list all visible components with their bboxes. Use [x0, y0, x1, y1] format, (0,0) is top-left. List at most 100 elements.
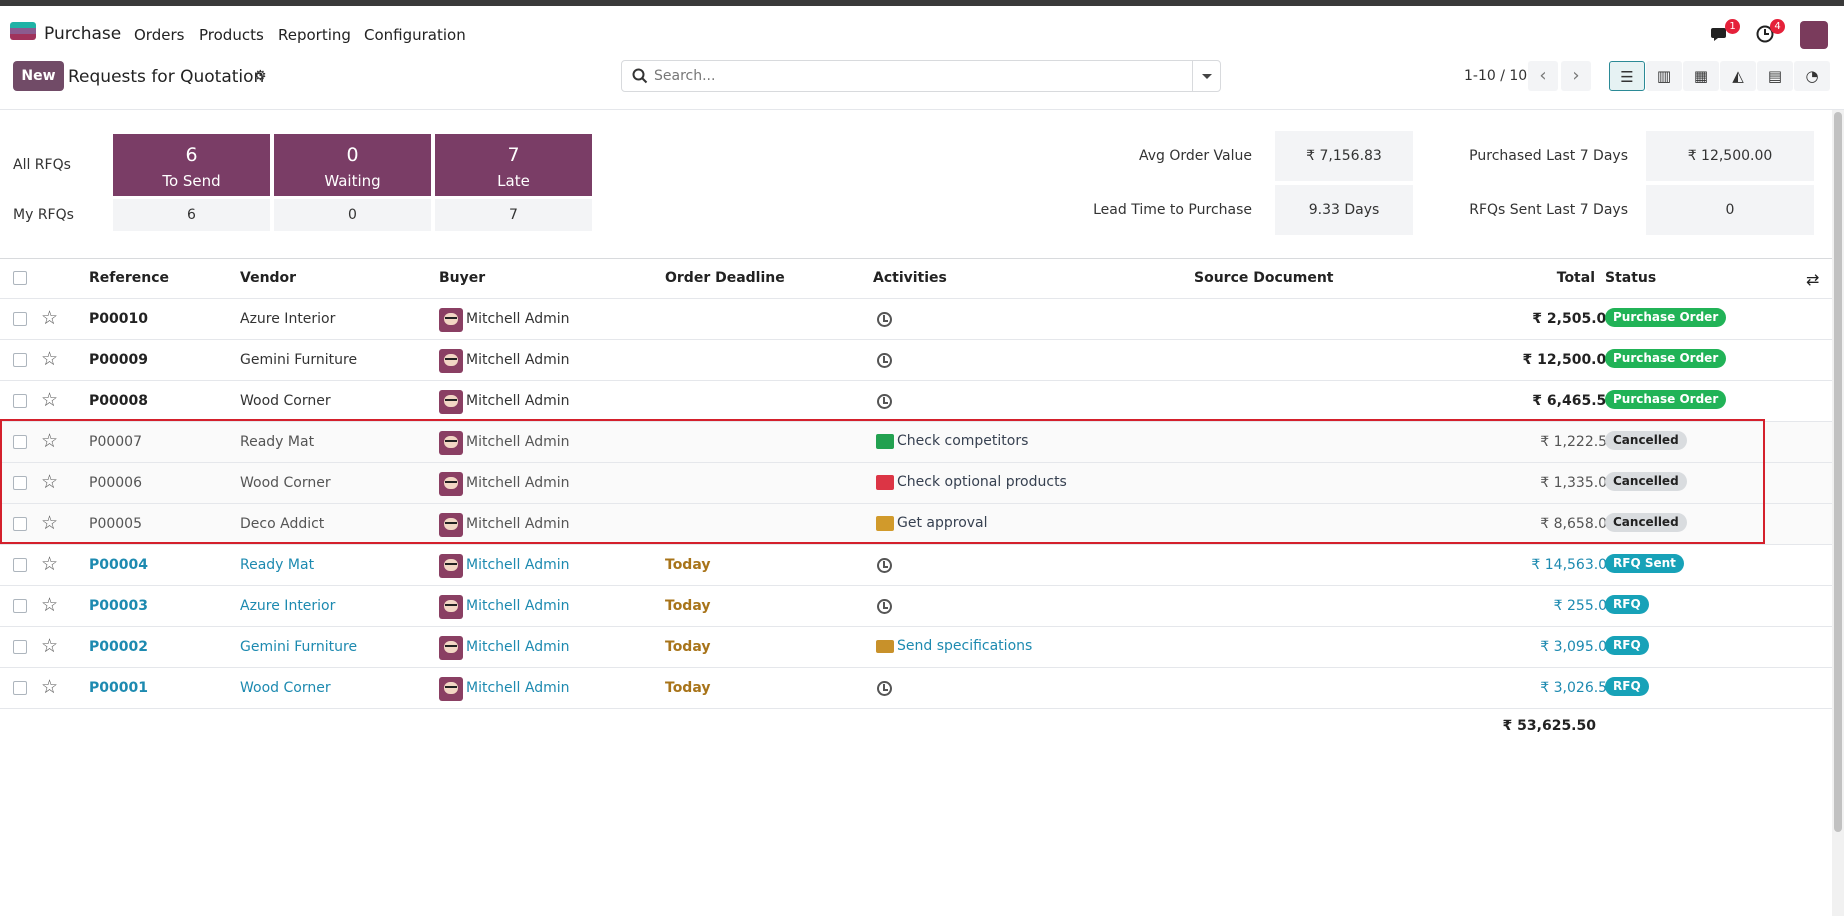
star-icon[interactable]: ☆ [41, 512, 59, 534]
app-name[interactable]: Purchase [44, 24, 122, 44]
clock-icon[interactable] [877, 558, 892, 573]
table-row[interactable]: ☆ P00002 Gemini Furniture Mitchell Admin… [0, 626, 1832, 667]
status-badge: Cancelled [1605, 513, 1687, 532]
new-button[interactable]: New [13, 61, 64, 91]
scrollbar[interactable] [1832, 110, 1844, 916]
header-source-document[interactable]: Source Document [1194, 270, 1334, 286]
menu-configuration[interactable]: Configuration [364, 26, 466, 44]
table-row[interactable]: ☆ P00007 Ready Mat Mitchell Admin Check … [0, 421, 1832, 462]
row-total: ₹ 255.00 [1553, 598, 1616, 614]
tile-late[interactable]: 7 Late [435, 134, 592, 196]
grand-total: ₹ 53,625.50 [1502, 718, 1596, 734]
row-activity[interactable]: Check competitors [897, 433, 1029, 449]
menu-products[interactable]: Products [199, 26, 264, 44]
pager-next-button[interactable]: › [1561, 61, 1591, 91]
table-row[interactable]: ☆ P00010 Azure Interior Mitchell Admin ₹… [0, 298, 1832, 339]
header-vendor[interactable]: Vendor [240, 270, 297, 286]
column-settings-icon[interactable]: ⇄ [1806, 270, 1820, 289]
purchase-app-icon[interactable] [10, 22, 36, 40]
table-row[interactable]: ☆ P00009 Gemini Furniture Mitchell Admin… [0, 339, 1832, 380]
header-order-deadline[interactable]: Order Deadline [665, 270, 785, 286]
header-reference[interactable]: Reference [89, 270, 170, 286]
row-activity[interactable]: Get approval [897, 515, 988, 531]
kanban-icon: ▥ [1656, 67, 1672, 85]
menu-reporting[interactable]: Reporting [278, 26, 351, 44]
clock-icon[interactable] [877, 599, 892, 614]
table-row[interactable]: ☆ P00004 Ready Mat Mitchell Admin Today … [0, 544, 1832, 585]
scrollbar-thumb[interactable] [1834, 112, 1842, 832]
table-row[interactable]: ☆ P00001 Wood Corner Mitchell Admin Toda… [0, 667, 1832, 708]
row-total: ₹ 1,335.00 [1540, 475, 1616, 491]
activity-clock-icon [1756, 25, 1774, 43]
graph-view-button[interactable]: ◭ [1720, 61, 1756, 91]
star-icon[interactable]: ☆ [41, 430, 59, 452]
row-activity[interactable]: Send specifications [897, 638, 1033, 654]
activity-view-button[interactable]: ◔ [1794, 61, 1830, 91]
star-icon[interactable]: ☆ [41, 307, 59, 329]
row-checkbox[interactable] [13, 640, 27, 654]
table-row[interactable]: ☆ P00006 Wood Corner Mitchell Admin Chec… [0, 462, 1832, 503]
my-waiting[interactable]: 0 [274, 199, 431, 231]
header-status[interactable]: Status [1605, 270, 1657, 286]
row-checkbox[interactable] [13, 394, 27, 408]
clock-icon[interactable] [877, 681, 892, 696]
kanban-view-button[interactable]: ▥ [1646, 61, 1682, 91]
gear-icon[interactable]: ⚙ [254, 68, 267, 84]
row-activity[interactable]: Check optional products [897, 474, 1067, 490]
row-buyer: Mitchell Admin [466, 352, 570, 368]
buyer-avatar [439, 472, 463, 496]
calendar-view-button[interactable]: ▤ [1757, 61, 1793, 91]
row-checkbox[interactable] [13, 435, 27, 449]
header-activities[interactable]: Activities [873, 270, 947, 286]
search-bar[interactable] [621, 60, 1221, 92]
menu-orders[interactable]: Orders [134, 26, 185, 44]
row-checkbox[interactable] [13, 599, 27, 613]
star-icon[interactable]: ☆ [41, 635, 59, 657]
select-all-checkbox[interactable] [13, 271, 27, 285]
envelope-icon[interactable] [876, 640, 894, 653]
search-icon [632, 68, 648, 84]
todo-green-icon[interactable] [876, 434, 894, 449]
tile-waiting[interactable]: 0 Waiting [274, 134, 431, 196]
row-checkbox[interactable] [13, 517, 27, 531]
activities-button[interactable]: 4 [1755, 19, 1785, 46]
row-checkbox[interactable] [13, 476, 27, 490]
star-icon[interactable]: ☆ [41, 389, 59, 411]
my-late[interactable]: 7 [435, 199, 592, 231]
star-icon[interactable]: ☆ [41, 471, 59, 493]
star-icon[interactable]: ☆ [41, 594, 59, 616]
search-input[interactable] [654, 65, 1174, 87]
buyer-avatar [439, 308, 463, 332]
tile-to-send[interactable]: 6 To Send [113, 134, 270, 196]
header-total[interactable]: Total [1556, 270, 1595, 286]
todo-orange-icon[interactable] [876, 516, 894, 531]
user-avatar[interactable] [1800, 21, 1828, 49]
clock-icon[interactable] [877, 353, 892, 368]
star-icon[interactable]: ☆ [41, 553, 59, 575]
pivot-view-button[interactable]: ▦ [1683, 61, 1719, 91]
row-checkbox[interactable] [13, 681, 27, 695]
row-buyer: Mitchell Admin [466, 434, 570, 450]
pager-previous-button[interactable]: ‹ [1528, 61, 1558, 91]
row-buyer: Mitchell Admin [466, 311, 570, 327]
table-row[interactable]: ☆ P00005 Deco Addict Mitchell Admin Get … [0, 503, 1832, 544]
list-view-button[interactable]: ☰ [1609, 61, 1645, 91]
header-buyer[interactable]: Buyer [439, 270, 486, 286]
messaging-button[interactable]: 1 [1710, 19, 1740, 46]
table-row[interactable]: ☆ P00003 Azure Interior Mitchell Admin T… [0, 585, 1832, 626]
table-row[interactable]: ☆ P00008 Wood Corner Mitchell Admin ₹ 6,… [0, 380, 1832, 421]
my-to-send[interactable]: 6 [113, 199, 270, 231]
row-checkbox[interactable] [13, 312, 27, 326]
status-badge: RFQ [1605, 595, 1649, 614]
clock-icon[interactable] [877, 312, 892, 327]
todo-red-icon[interactable] [876, 475, 894, 490]
row-checkbox[interactable] [13, 558, 27, 572]
star-icon[interactable]: ☆ [41, 676, 59, 698]
pager-value[interactable]: 1-10 / 10 [1464, 68, 1528, 84]
tile-to-send-count: 6 [185, 144, 198, 166]
star-icon[interactable]: ☆ [41, 348, 59, 370]
search-options-toggle[interactable] [1192, 61, 1220, 91]
row-deadline: Today [665, 557, 711, 573]
row-checkbox[interactable] [13, 353, 27, 367]
clock-icon[interactable] [877, 394, 892, 409]
